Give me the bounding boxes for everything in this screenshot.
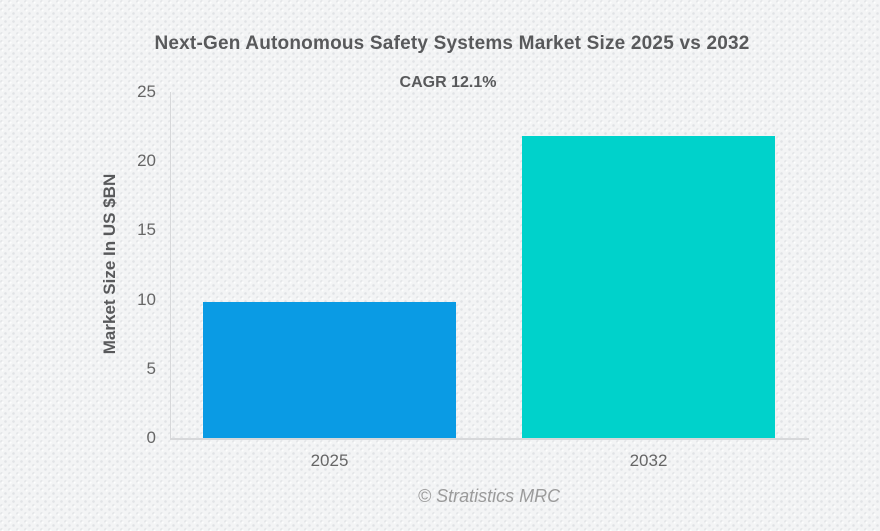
y-tick-label-5: 5 xyxy=(146,358,156,378)
y-tick-label-10: 10 xyxy=(137,289,156,309)
y-axis-title: Market Size In US $BN xyxy=(100,173,119,355)
bar-2025 xyxy=(203,302,456,438)
x-tick-label-2025: 2025 xyxy=(310,451,349,470)
plot-area xyxy=(170,92,809,440)
y-tick-label-15: 15 xyxy=(137,220,156,240)
chart-title: Next-Gen Autonomous Safety Systems Marke… xyxy=(154,33,750,54)
chart-subtitle: CAGR 12.1% xyxy=(399,74,497,91)
x-tick-label-2032: 2032 xyxy=(629,451,668,470)
bar-2032 xyxy=(522,136,775,438)
y-tick-label-25: 25 xyxy=(137,82,156,101)
y-tick-label-20: 20 xyxy=(137,151,156,171)
y-tick-label-0: 0 xyxy=(146,428,156,447)
chart-credits: © Stratistics MRC xyxy=(417,486,561,506)
